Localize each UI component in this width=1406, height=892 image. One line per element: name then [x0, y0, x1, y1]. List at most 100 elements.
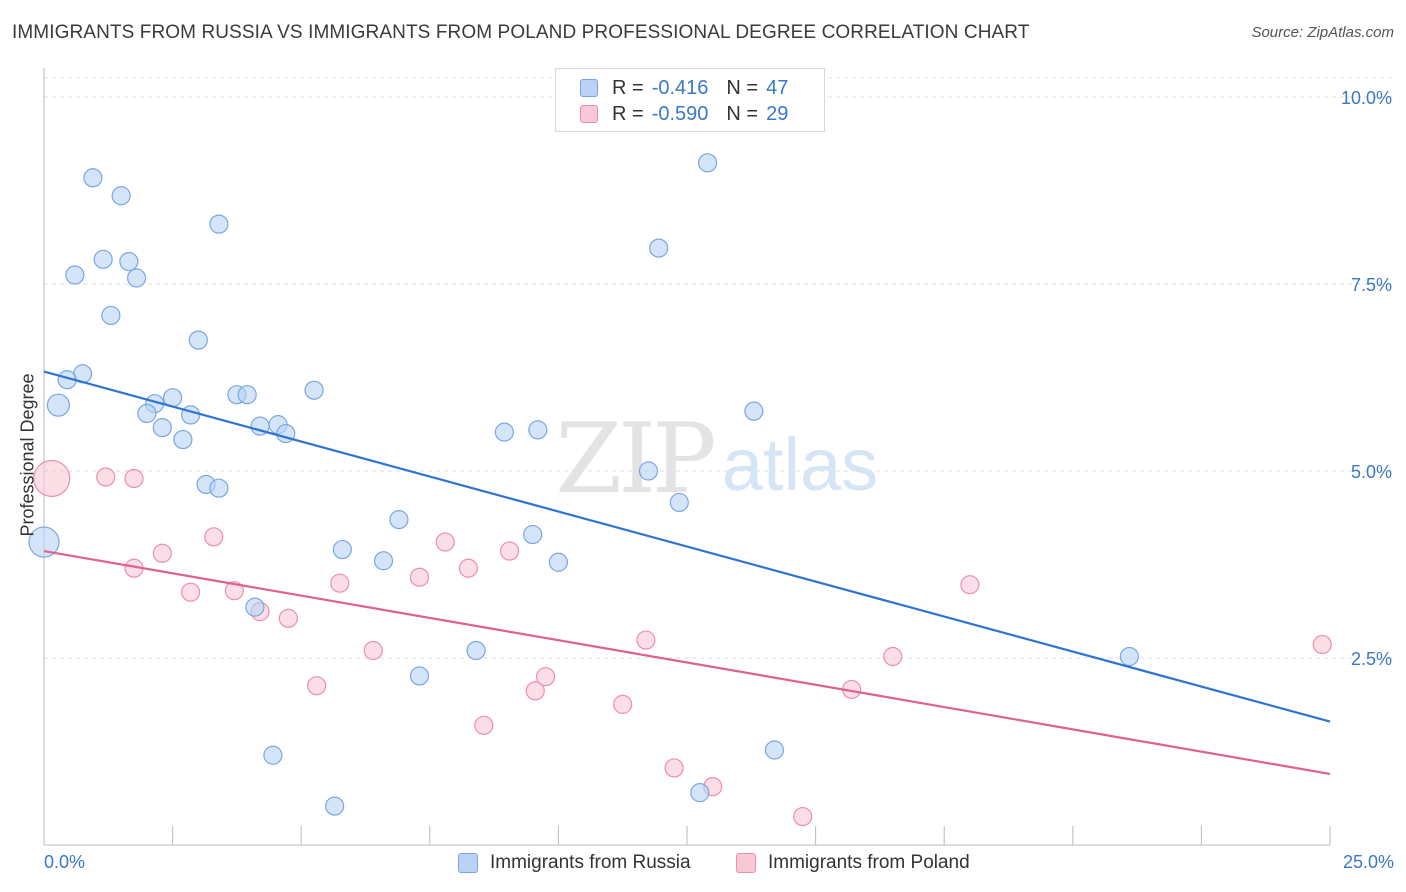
- data-point-poland: [96, 467, 116, 487]
- data-point-russia: [152, 418, 172, 438]
- legend-swatch-russia: [580, 79, 598, 97]
- watermark: ZIP atlas: [555, 403, 878, 515]
- data-point-russia: [373, 551, 394, 571]
- series-poland: [33, 459, 1332, 827]
- data-point-poland: [458, 558, 478, 578]
- legend-n-label: N =: [726, 102, 759, 125]
- legend-r-value: -0.416: [651, 76, 709, 99]
- data-point-russia: [209, 478, 229, 498]
- y-tick-label: 2.5%: [1351, 649, 1392, 669]
- bottom-legend-label-poland: Immigrants from Poland: [768, 852, 970, 873]
- source-label: Source: ZipAtlas.com: [1251, 24, 1394, 41]
- x-tick-label-min: 0.0%: [44, 852, 86, 872]
- data-point-russia: [1119, 646, 1139, 667]
- legend-r-label: R =: [612, 102, 644, 125]
- data-point-poland: [124, 468, 144, 489]
- series-russia: [28, 153, 1139, 816]
- data-point-poland: [883, 646, 903, 667]
- data-point-russia: [46, 393, 71, 417]
- data-point-russia: [111, 186, 131, 206]
- data-point-russia: [523, 524, 543, 545]
- data-point-poland: [636, 630, 656, 650]
- data-point-russia: [649, 238, 669, 258]
- legend-r-label: R =: [612, 76, 644, 99]
- legend-n-value: 29: [766, 102, 789, 125]
- data-point-russia: [65, 265, 85, 285]
- data-point-russia: [409, 666, 430, 686]
- data-point-russia: [744, 401, 764, 421]
- data-point-russia: [28, 526, 60, 558]
- data-point-poland: [224, 581, 244, 601]
- data-point-poland: [181, 582, 201, 602]
- trendline-poland: [43, 549, 1331, 776]
- data-point-russia: [101, 305, 121, 326]
- data-point-russia: [494, 422, 514, 442]
- data-point-russia: [263, 745, 283, 765]
- data-point-russia: [93, 249, 113, 269]
- bottom-legend-poland: Immigrants from Poland: [736, 852, 970, 874]
- bottom-legend-swatch-poland: [736, 853, 756, 873]
- data-point-russia: [548, 552, 569, 572]
- bottom-legend-label-russia: Immigrants from Russia: [490, 852, 691, 873]
- data-point-poland: [535, 667, 556, 687]
- trendlines: [43, 370, 1331, 776]
- data-point-poland: [307, 676, 327, 696]
- data-point-russia: [245, 597, 265, 617]
- data-point-poland: [613, 694, 633, 714]
- data-point-russia: [764, 740, 785, 760]
- data-point-russia: [669, 492, 689, 513]
- legend-n-label: N =: [726, 76, 759, 99]
- data-point-russia: [173, 429, 193, 450]
- data-point-poland: [152, 543, 172, 563]
- data-point-poland: [278, 608, 298, 628]
- watermark-atlas: atlas: [722, 423, 878, 506]
- data-point-poland: [960, 575, 980, 595]
- legend-row-poland: R = -0.590 N = 29: [580, 101, 788, 127]
- watermark-zip: ZIP: [555, 403, 714, 515]
- data-point-poland: [33, 459, 71, 498]
- bottom-legend-swatch-russia: [458, 853, 478, 873]
- data-point-poland: [793, 806, 813, 827]
- axes: [43, 68, 1331, 846]
- gridlines: [44, 77, 1392, 659]
- y-tick-labels: 2.5% 5.0% 7.5% 10.0%: [1341, 88, 1392, 669]
- y-tick-label: 10.0%: [1341, 88, 1392, 108]
- legend-r-value: -0.590: [651, 102, 709, 125]
- data-point-russia: [466, 640, 486, 661]
- bottom-legend-russia: Immigrants from Russia: [458, 852, 691, 874]
- data-point-poland: [1312, 634, 1332, 655]
- data-point-russia: [188, 330, 208, 350]
- data-point-russia: [528, 420, 548, 440]
- data-point-russia: [119, 251, 139, 272]
- data-point-russia: [237, 385, 257, 405]
- data-point-poland: [525, 681, 545, 701]
- data-point-russia: [325, 796, 345, 816]
- data-point-russia: [389, 510, 409, 530]
- legend-row-russia: R = -0.416 N = 47: [580, 75, 788, 101]
- data-point-poland: [435, 532, 455, 552]
- data-point-russia: [137, 403, 157, 424]
- chart-title: IMMIGRANTS FROM RUSSIA VS IMMIGRANTS FRO…: [12, 22, 1030, 43]
- data-point-russia: [304, 380, 324, 400]
- data-point-poland: [363, 640, 383, 661]
- x-tick-label-max: 25.0%: [1342, 852, 1394, 872]
- data-point-poland: [204, 527, 224, 547]
- legend-n-value: 47: [766, 76, 789, 99]
- data-point-russia: [697, 153, 718, 173]
- data-point-russia: [209, 214, 229, 234]
- data-point-poland: [409, 567, 430, 587]
- legend-swatch-poland: [580, 105, 598, 123]
- data-point-poland: [499, 541, 520, 561]
- data-point-poland: [330, 573, 350, 593]
- data-point-russia: [638, 461, 659, 481]
- y-axis-label: Professional Degree: [17, 373, 38, 537]
- y-tick-label: 5.0%: [1351, 462, 1392, 482]
- data-point-russia: [126, 268, 147, 288]
- data-point-russia: [83, 168, 103, 188]
- trendline-russia: [43, 370, 1331, 723]
- data-point-poland: [664, 758, 684, 778]
- data-point-russia: [690, 783, 710, 803]
- y-tick-label: 7.5%: [1351, 275, 1392, 295]
- data-point-russia: [332, 539, 352, 560]
